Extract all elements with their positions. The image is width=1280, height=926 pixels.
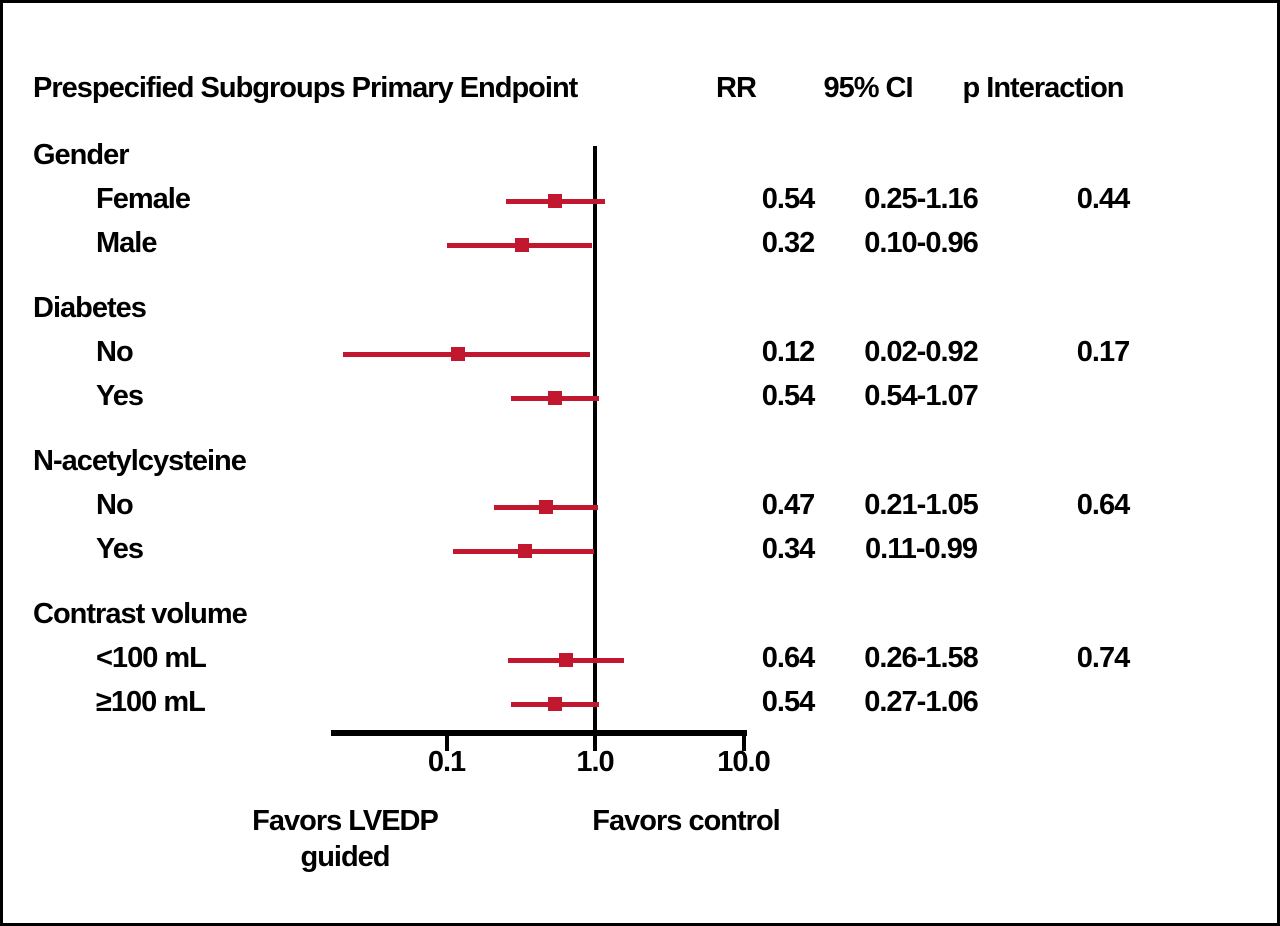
ci-value: 0.10-0.96 (864, 227, 979, 259)
ci-value: 0.21-1.05 (864, 489, 979, 521)
subgroup-label-no: No (96, 336, 134, 368)
p-interaction-value: 0.17 (1076, 336, 1130, 368)
favors-right-label: Favors control (592, 803, 780, 839)
rr-value: 0.54 (761, 380, 815, 412)
x-axis-tick-label: 10.0 (717, 746, 770, 778)
rr-marker (559, 653, 574, 667)
column-header-95ci: 95% CI (823, 72, 913, 104)
group-label-n-acetylcysteine: N-acetylcysteine (33, 445, 247, 477)
favors-left-label: Favors LVEDP guided (252, 803, 439, 875)
rr-marker (518, 544, 533, 558)
x-axis-tick (741, 733, 746, 751)
p-interaction-value: 0.44 (1076, 183, 1130, 215)
group-label-gender: Gender (33, 139, 130, 171)
subgroup-label-yes: Yes (96, 533, 144, 565)
p-interaction-value: 0.74 (1076, 642, 1130, 674)
rr-value: 0.54 (761, 183, 815, 215)
ci-value: 0.11-0.99 (865, 533, 978, 565)
x-axis-tick-label: 0.1 (427, 746, 466, 778)
favors-left-line1: Favors LVEDP (252, 805, 439, 837)
subgroup-label-male: Male (96, 227, 157, 259)
group-label-contrast-volume: Contrast volume (33, 598, 248, 630)
x-axis-line (331, 730, 747, 736)
favors-left-line2: guided (300, 841, 390, 873)
rr-value: 0.47 (761, 489, 815, 521)
column-header-rr: RR (716, 72, 757, 104)
rr-value: 0.32 (761, 227, 815, 259)
subgroup-label-no: No (96, 489, 134, 521)
subgroup-label-female: Female (96, 183, 191, 215)
reference-line (593, 146, 597, 736)
rr-marker (539, 500, 554, 514)
rr-marker (451, 347, 466, 361)
rr-value: 0.12 (761, 336, 815, 368)
rr-marker (514, 238, 529, 252)
p-interaction-value: 0.64 (1076, 489, 1130, 521)
rr-marker (548, 697, 563, 711)
x-axis-tick (593, 733, 597, 751)
ci-value: 0.54-1.07 (864, 380, 979, 412)
rr-value: 0.54 (761, 686, 815, 718)
ci-value: 0.27-1.06 (864, 686, 979, 718)
column-header-p-interaction: p Interaction (962, 72, 1124, 104)
rr-marker (548, 194, 563, 208)
ci-value: 0.26-1.58 (864, 642, 979, 674)
ci-value: 0.25-1.16 (864, 183, 979, 215)
figure-title: Prespecified Subgroups Primary Endpoint (33, 72, 578, 104)
subgroup-label-100-ml: ≥100 mL (96, 686, 206, 718)
ci-value: 0.02-0.92 (864, 336, 979, 368)
rr-value: 0.34 (761, 533, 815, 565)
x-axis-tick-label: 1.0 (576, 746, 614, 778)
x-axis-tick (444, 733, 449, 751)
subgroup-label-100-ml: <100 mL (96, 642, 207, 674)
favors-right-line1: Favors control (592, 805, 780, 837)
rr-marker (548, 391, 563, 405)
rr-value: 0.64 (761, 642, 815, 674)
subgroup-label-yes: Yes (96, 380, 144, 412)
ci-line (342, 352, 590, 357)
group-label-diabetes: Diabetes (33, 292, 147, 324)
